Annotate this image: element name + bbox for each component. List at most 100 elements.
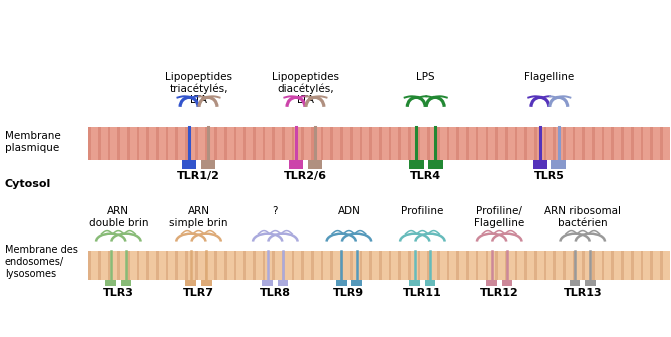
Bar bbox=[417, 251, 420, 280]
Bar bbox=[321, 127, 323, 160]
Bar bbox=[369, 251, 372, 280]
Bar bbox=[311, 251, 314, 280]
Bar bbox=[205, 127, 207, 160]
Bar bbox=[301, 251, 304, 280]
Bar bbox=[611, 251, 614, 280]
Text: Lipopeptides
diacétylés,
LTA: Lipopeptides diacétylés, LTA bbox=[272, 71, 339, 105]
Bar bbox=[621, 127, 624, 160]
Bar bbox=[253, 127, 256, 160]
Bar bbox=[389, 127, 391, 160]
Bar bbox=[466, 251, 469, 280]
Bar bbox=[331, 251, 333, 280]
Bar bbox=[409, 160, 423, 168]
Text: TLR3: TLR3 bbox=[103, 288, 134, 298]
Bar bbox=[205, 251, 207, 280]
Bar bbox=[89, 127, 670, 160]
Bar bbox=[495, 127, 498, 160]
Bar bbox=[592, 127, 595, 160]
Bar bbox=[127, 251, 130, 280]
Text: Cytosol: Cytosol bbox=[5, 179, 51, 188]
Bar bbox=[292, 251, 295, 280]
Bar bbox=[486, 251, 488, 280]
Bar bbox=[602, 127, 605, 160]
Bar bbox=[379, 251, 382, 280]
Bar bbox=[592, 251, 595, 280]
Bar bbox=[360, 251, 362, 280]
Bar bbox=[437, 251, 440, 280]
Bar bbox=[417, 127, 420, 160]
Bar bbox=[505, 251, 507, 280]
Bar bbox=[311, 127, 314, 160]
Text: ADN: ADN bbox=[338, 206, 360, 216]
Bar bbox=[195, 251, 197, 280]
Bar bbox=[185, 127, 188, 160]
Bar bbox=[234, 251, 236, 280]
Bar bbox=[336, 280, 346, 286]
Bar bbox=[224, 251, 227, 280]
Bar bbox=[582, 127, 585, 160]
Bar bbox=[340, 127, 343, 160]
Bar bbox=[486, 280, 497, 286]
Text: TLR4: TLR4 bbox=[410, 171, 442, 181]
Bar bbox=[533, 160, 548, 168]
Bar bbox=[554, 127, 556, 160]
Bar bbox=[641, 127, 643, 160]
Bar bbox=[650, 127, 653, 160]
Bar bbox=[182, 160, 197, 168]
Text: TLR12: TLR12 bbox=[480, 288, 519, 298]
Bar bbox=[573, 251, 576, 280]
Bar bbox=[292, 127, 295, 160]
Bar bbox=[379, 127, 382, 160]
Bar bbox=[350, 251, 352, 280]
Bar bbox=[214, 127, 217, 160]
Bar bbox=[369, 127, 372, 160]
Text: LPS: LPS bbox=[417, 71, 435, 82]
Text: Membrane
plasmique: Membrane plasmique bbox=[5, 131, 60, 153]
Bar bbox=[127, 127, 130, 160]
Bar bbox=[585, 280, 596, 286]
Bar bbox=[214, 251, 217, 280]
Text: ARN
double brin: ARN double brin bbox=[89, 206, 148, 228]
Bar bbox=[408, 127, 411, 160]
Bar bbox=[175, 127, 178, 160]
Bar bbox=[307, 160, 322, 168]
Bar bbox=[563, 127, 566, 160]
Bar bbox=[107, 251, 110, 280]
Bar bbox=[611, 127, 614, 160]
Bar bbox=[570, 280, 580, 286]
Bar bbox=[631, 127, 633, 160]
Bar bbox=[631, 251, 633, 280]
Bar bbox=[447, 127, 450, 160]
Bar bbox=[224, 127, 227, 160]
Bar bbox=[552, 160, 566, 168]
Bar bbox=[466, 127, 469, 160]
Bar bbox=[495, 251, 498, 280]
Text: Profiline/
Flagelline: Profiline/ Flagelline bbox=[474, 206, 524, 228]
Bar bbox=[534, 251, 537, 280]
Bar bbox=[660, 251, 662, 280]
Bar bbox=[98, 127, 101, 160]
Bar bbox=[98, 251, 101, 280]
Text: TLR7: TLR7 bbox=[183, 288, 214, 298]
Bar bbox=[501, 280, 512, 286]
Bar bbox=[350, 127, 352, 160]
Text: TLR13: TLR13 bbox=[564, 288, 602, 298]
Text: Lipopeptides
triacétylés,
LTA: Lipopeptides triacétylés, LTA bbox=[165, 71, 232, 105]
Bar bbox=[427, 251, 430, 280]
Bar bbox=[476, 127, 478, 160]
Text: TLR2/6: TLR2/6 bbox=[284, 171, 327, 181]
Bar bbox=[272, 251, 275, 280]
Text: ARN
simple brin: ARN simple brin bbox=[169, 206, 227, 228]
Bar bbox=[447, 251, 450, 280]
Bar bbox=[425, 280, 435, 286]
Text: TLR9: TLR9 bbox=[333, 288, 364, 298]
Bar bbox=[573, 127, 576, 160]
Bar bbox=[137, 127, 140, 160]
Bar bbox=[515, 127, 517, 160]
Text: TLR1/2: TLR1/2 bbox=[177, 171, 220, 181]
Bar bbox=[563, 251, 566, 280]
Text: Flagelline: Flagelline bbox=[524, 71, 574, 82]
Bar bbox=[602, 251, 605, 280]
Bar bbox=[175, 251, 178, 280]
Bar bbox=[544, 251, 546, 280]
